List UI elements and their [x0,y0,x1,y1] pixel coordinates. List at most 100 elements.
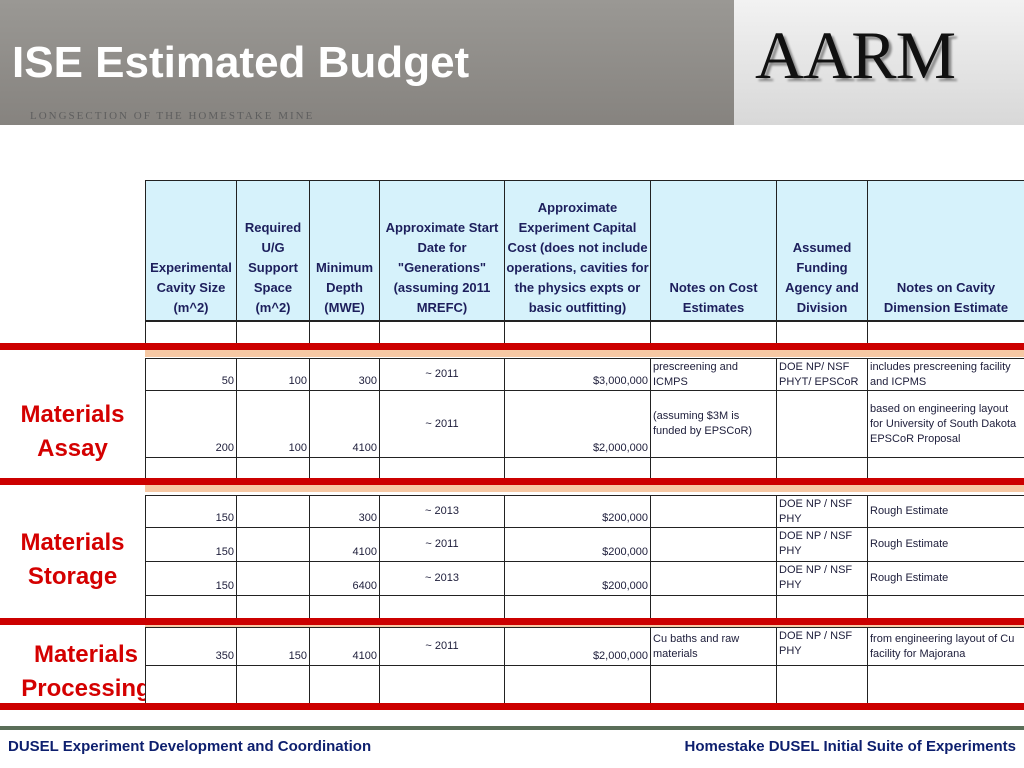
table-cell: DOE NP / NSF PHY [776,627,868,666]
cell-text: 300 [358,375,377,387]
table-cell: 150 [145,527,237,562]
cell-text: 200 [215,442,234,454]
group-label: Materials Processing [21,641,151,702]
cell-text: ~ 2011 [425,640,459,652]
column-header: Approximate Start Date for "Generations"… [379,180,505,321]
table-cell: 200 [145,390,237,458]
cell-text: 150 [215,580,234,592]
blank-cell [309,321,380,344]
cell-text: from engineering layout of Cu facility f… [870,632,1015,660]
cell-text: 150 [215,546,234,558]
table-cell [650,495,777,528]
slide-title: ISE Estimated Budget [12,38,470,87]
table-cell: DOE NP / NSF PHY [776,527,868,562]
blank-cell [650,665,777,704]
table-cell: Rough Estimate [867,527,1024,562]
column-header: Approximate Experiment Capital Cost (doe… [504,180,651,321]
cell-text: 150 [288,650,307,662]
column-header: Assumed Funding Agency and Division [776,180,868,321]
table-cell: 350 [145,627,237,666]
cell-text: Rough Estimate [870,572,949,584]
cell-text: ~ 2013 [425,505,459,517]
cell-text: $200,000 [602,546,648,558]
cell-text: DOE NP / NSF PHY [779,498,853,525]
table-cell: Rough Estimate [867,561,1024,596]
group-label: Materials Assay [20,401,125,462]
blank-cell [236,457,310,479]
cell-text: ~ 2013 [425,572,459,584]
blank-cell [145,665,237,704]
cell-text: ~ 2011 [425,417,459,430]
cell-text: DOE NP / NSF PHY [779,630,853,657]
table-cell: 50 [145,358,237,391]
table-cell: Cu baths and raw materials [650,627,777,666]
table-cell: 150 [236,627,310,666]
blank-cell [776,665,868,704]
column-header: Minimum Depth (MWE) [309,180,380,321]
cell-text: Cu baths and raw materials [653,632,740,660]
cell-text: 4100 [352,650,377,662]
cell-text: 50 [221,375,234,387]
table-cell: 300 [309,495,380,528]
blank-cell [309,665,380,704]
cell-text: prescreening and ICMPS [653,360,739,388]
cell-text: 4100 [352,442,377,454]
blank-cell [236,321,310,344]
blank-cell [776,321,868,344]
blank-cell [236,665,310,704]
red-divider [0,618,1024,625]
table-cell: $3,000,000 [504,358,651,391]
footer-right: Homestake DUSEL Initial Suite of Experim… [684,738,1016,755]
table-cell: 6400 [309,561,380,596]
group-label: Materials Storage [20,529,125,590]
cell-text: $2,000,000 [592,442,648,454]
table-cell: 4100 [309,627,380,666]
background-caption: LONGSECTION OF THE HOMESTAKE MINE [30,110,315,122]
red-divider [0,478,1024,485]
blank-cell [145,457,237,479]
table-cell: 4100 [309,527,380,562]
cell-text: DOE NP / NSF PHY [779,564,853,591]
table-cell: ~ 2011 [379,627,505,666]
table-cell: $2,000,000 [504,627,651,666]
cell-text: Rough Estimate [870,505,949,517]
cell-text: 4100 [352,546,377,558]
table-cell [236,527,310,562]
table-cell: ~ 2011 [379,390,505,458]
column-header: Notes on Cavity Dimension Estimate [867,180,1024,321]
table-cell: DOE NP/ NSF PHYT/ EPSCoR [776,358,868,391]
table-cell: 4100 [309,390,380,458]
logo: AARM [755,17,956,93]
cell-text: $200,000 [602,512,648,524]
cell-text: $3,000,000 [592,375,648,387]
footer-left: DUSEL Experiment Development and Coordin… [8,738,372,755]
column-header: Required U/G Support Space (m^2) [236,180,310,321]
table-cell [650,561,777,596]
blank-cell [379,595,505,619]
table-cell: Rough Estimate [867,495,1024,528]
table-cell: DOE NP / NSF PHY [776,561,868,596]
blank-cell [236,595,310,619]
cell-text: 150 [215,512,234,524]
column-header: Experimental Cavity Size (m^2) [145,180,237,321]
cell-text: 300 [358,512,377,524]
cell-text: ~ 2011 [425,368,459,380]
blank-cell [504,595,651,619]
cell-text: 6400 [352,580,377,592]
table-cell: 100 [236,358,310,391]
blank-cell [867,321,1024,344]
cell-text: Rough Estimate [870,538,949,550]
blank-cell [145,321,237,344]
blank-cell [650,595,777,619]
table-cell [236,561,310,596]
logo-panel [734,0,1024,125]
table-cell: from engineering layout of Cu facility f… [867,627,1024,666]
blank-cell [867,595,1024,619]
column-header: Notes on Cost Estimates [650,180,777,321]
cell-text: 350 [215,650,234,662]
blank-cell [379,665,505,704]
blank-cell [504,457,651,479]
table-cell [236,495,310,528]
cell-text: 100 [288,375,307,387]
cell-text: includes prescreening facility and ICPMS [870,360,1011,388]
